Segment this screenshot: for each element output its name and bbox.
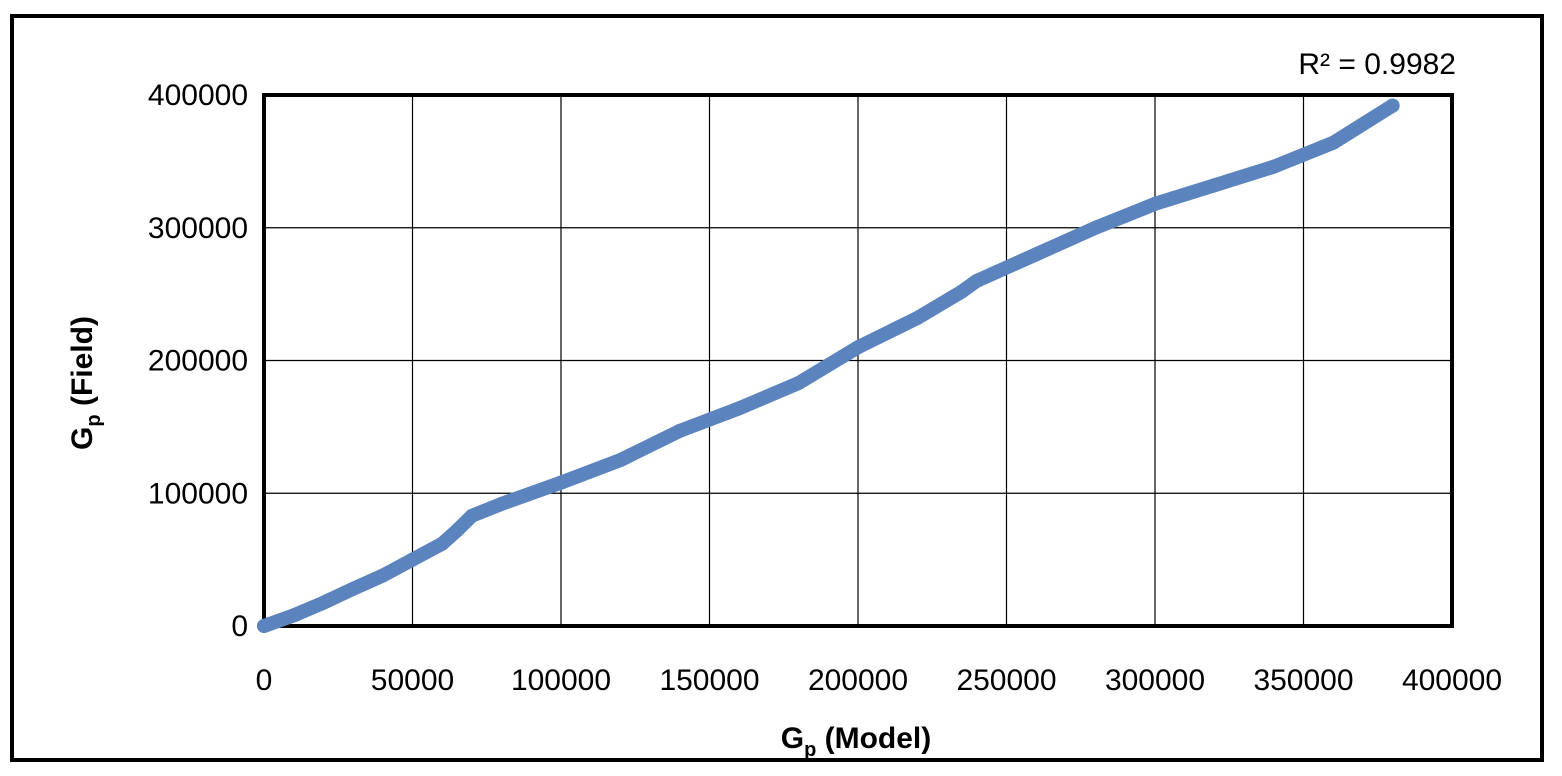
- x-tick-label: 400000: [1402, 664, 1502, 697]
- data-point: [954, 284, 969, 299]
- x-tick-label: 350000: [1253, 664, 1353, 697]
- y-axis-title-rest: (Field): [66, 316, 99, 414]
- y-tick-label: 400000: [148, 79, 248, 112]
- data-point: [1207, 178, 1222, 193]
- x-axis-title-subscript: p: [804, 739, 816, 761]
- x-tick-label: 50000: [371, 664, 454, 697]
- data-point: [464, 508, 479, 523]
- r-squared-annotation: R² = 0.9982: [1298, 48, 1456, 81]
- plot-area-border: [262, 93, 1454, 628]
- x-axis-title-main: G: [781, 722, 804, 755]
- data-point: [732, 401, 747, 416]
- x-tick-label: 250000: [956, 664, 1056, 697]
- data-point: [1029, 247, 1044, 262]
- y-axis-title-main: G: [66, 427, 99, 450]
- data-point: [1088, 220, 1103, 235]
- data-point: [851, 340, 865, 355]
- gridlines: [264, 95, 1452, 626]
- data-point: [969, 273, 984, 288]
- y-axis-tick-labels: 0 100000 200000 300000 400000: [148, 79, 248, 643]
- data-point: [346, 581, 361, 596]
- y-tick-label: 0: [231, 610, 248, 643]
- x-tick-label: 100000: [511, 664, 611, 697]
- x-tick-label: 150000: [659, 664, 759, 697]
- data-point: [286, 608, 301, 623]
- data-point: [672, 423, 687, 438]
- data-point: [1385, 98, 1400, 113]
- y-tick-label: 100000: [148, 477, 248, 510]
- x-axis-title-rest: (Model): [816, 722, 931, 755]
- y-tick-label: 300000: [148, 212, 248, 245]
- data-point: [613, 453, 628, 468]
- data-point: [375, 568, 390, 583]
- x-axis-title: Gp (Model): [781, 722, 932, 761]
- y-axis-title: Gp (Field): [66, 316, 105, 450]
- data-point: [405, 552, 420, 567]
- data-point: [435, 536, 450, 551]
- data-point: [257, 619, 271, 633]
- data-point: [791, 376, 806, 391]
- y-axis-title-subscript: p: [83, 414, 105, 426]
- x-tick-label: 200000: [808, 664, 908, 697]
- data-points: [257, 98, 1400, 633]
- x-tick-label: 300000: [1105, 664, 1205, 697]
- data-point: [1266, 159, 1281, 174]
- data-point: [910, 311, 925, 326]
- data-point: [494, 496, 509, 511]
- x-tick-label: 0: [256, 664, 273, 697]
- data-point: [1326, 135, 1341, 150]
- y-tick-label: 200000: [148, 345, 248, 378]
- data-point: [316, 595, 331, 610]
- data-point: [554, 475, 568, 490]
- x-axis-tick-labels: 0 50000 100000 150000 200000 250000 300000 3500…: [256, 664, 1502, 697]
- data-point: [450, 523, 465, 538]
- data-point: [1148, 196, 1162, 211]
- data-series-line: [257, 98, 1400, 633]
